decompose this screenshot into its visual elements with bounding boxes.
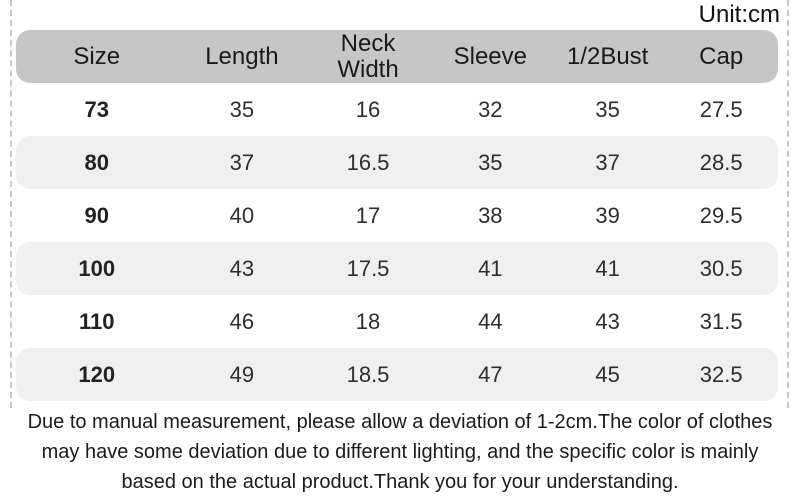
cell-half-bust: 41 [595, 255, 620, 281]
header-cell-size: Size [73, 42, 121, 70]
cell-half-bust: 39 [595, 202, 620, 228]
cell-cap: 31.5 [699, 308, 743, 334]
header-cell-sleeve: Sleeve [453, 42, 527, 70]
cell-size: 73 [84, 96, 109, 122]
cell-half-bust: 43 [595, 308, 620, 334]
cell-size: 110 [79, 308, 115, 334]
table-row-80: 80 37 16.5 35 37 28.5 [16, 136, 778, 189]
cell-cap: 30.5 [699, 255, 743, 281]
cell-size: 120 [78, 361, 116, 387]
table-row-110: 110 46 18 44 43 31.5 [16, 295, 778, 348]
header-cell-neck-width: Neck Width [337, 29, 399, 83]
cell-length: 35 [229, 96, 255, 122]
cell-length: 49 [229, 361, 255, 387]
table-row-100: 100 43 17.5 41 41 30.5 [16, 242, 778, 295]
cell-cap: 29.5 [699, 202, 743, 228]
cell-half-bust: 45 [595, 361, 620, 387]
cell-neck-width: 17.5 [346, 255, 390, 281]
cell-neck-width: 16.5 [346, 149, 390, 175]
cell-sleeve: 47 [478, 361, 503, 387]
left-dashed-divider [10, 0, 12, 408]
cell-sleeve: 41 [478, 255, 503, 281]
cell-neck-width: 16 [355, 96, 381, 122]
cell-neck-width: 18.5 [346, 361, 390, 387]
cell-sleeve: 32 [478, 96, 503, 122]
table-row-120: 120 49 18.5 47 45 32.5 [16, 348, 778, 401]
cell-cap: 28.5 [699, 149, 743, 175]
cell-sleeve: 35 [478, 149, 503, 175]
cell-neck-width: 17 [355, 202, 381, 228]
cell-size: 90 [84, 202, 109, 228]
cell-size: 100 [78, 255, 116, 281]
cell-length: 43 [229, 255, 255, 281]
cell-half-bust: 37 [595, 149, 620, 175]
cell-sleeve: 38 [478, 202, 503, 228]
unit-label: Unit:cm [698, 1, 780, 28]
header-cell-cap: Cap [699, 42, 744, 70]
cell-length: 40 [229, 202, 255, 228]
cell-length: 46 [229, 308, 255, 334]
cell-neck-width: 18 [355, 308, 381, 334]
right-dashed-divider [787, 0, 789, 408]
note-line-1: Due to manual measurement, please allow … [27, 411, 773, 433]
cell-size: 80 [84, 149, 109, 175]
measurement-note: Due to manual measurement, please allow … [0, 407, 800, 497]
cell-sleeve: 44 [478, 308, 503, 334]
note-line-2: may have some deviation due to different… [41, 441, 759, 463]
table-header-row: Size Length Neck Width Sleeve 1/2Bust Ca… [16, 30, 778, 83]
size-table: Size Length Neck Width Sleeve 1/2Bust Ca… [16, 30, 778, 401]
cell-cap: 32.5 [699, 361, 743, 387]
cell-half-bust: 35 [595, 96, 620, 122]
cell-cap: 27.5 [699, 96, 743, 122]
header-cell-length: Length [205, 42, 279, 70]
note-line-3: based on the actual product.Thank you fo… [121, 471, 679, 493]
cell-length: 37 [229, 149, 255, 175]
table-row-90: 90 40 17 38 39 29.5 [16, 189, 778, 242]
header-cell-half-bust: 1/2Bust [566, 42, 649, 70]
table-row-73: 73 35 16 32 35 27.5 [16, 83, 778, 136]
